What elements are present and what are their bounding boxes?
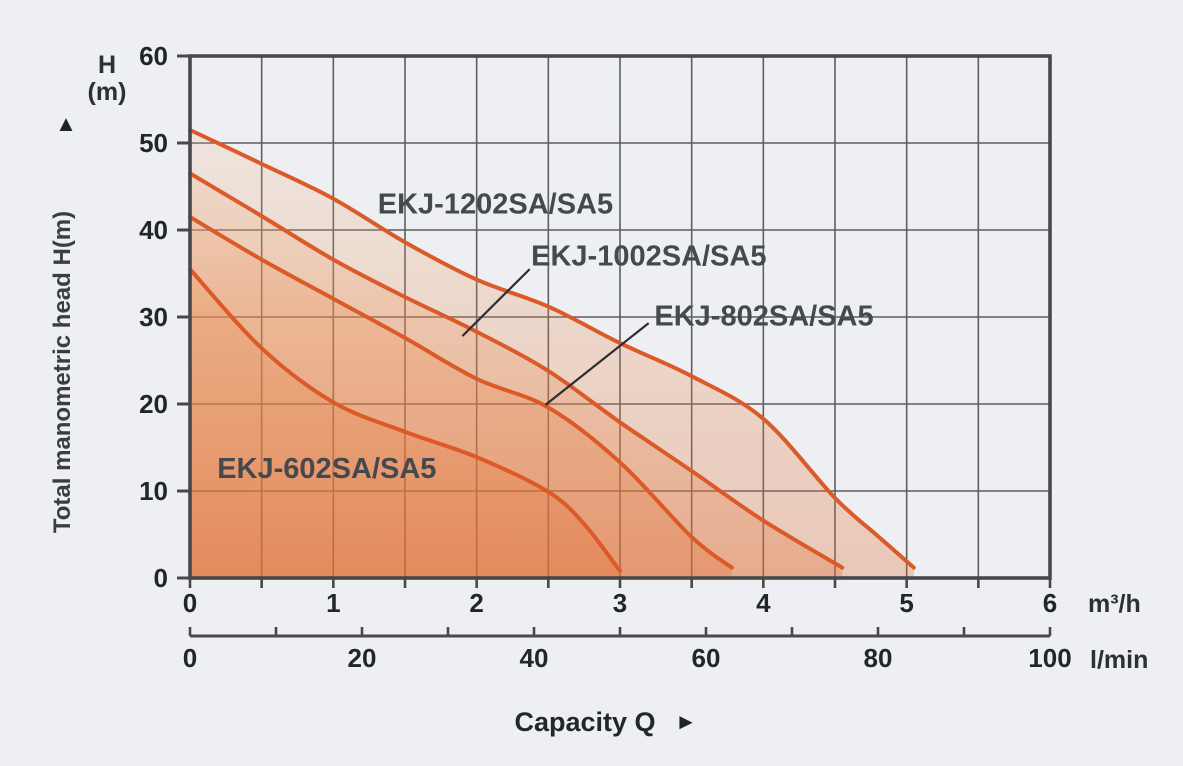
x-axis-primary-tick-label: 1 <box>326 588 340 618</box>
series-area-ekj-602sa-sa5 <box>190 269 620 578</box>
series-label-ekj-1202sa-sa5: EKJ-1202SA/SA5 <box>378 188 613 220</box>
x-axis-secondary-tick-label: 60 <box>692 643 721 673</box>
series-label-ekj-802sa-sa5: EKJ-802SA/SA5 <box>654 301 873 333</box>
x-axis-primary-tick-label: 6 <box>1043 588 1057 618</box>
x-axis-secondary-tick-label: 80 <box>864 643 893 673</box>
y-axis-corner-label-line1: H <box>98 51 116 79</box>
x-axis-primary-tick-label: 0 <box>183 588 197 618</box>
series-curve-ekj-802sa-sa5 <box>188 214 734 570</box>
y-axis-tick-label: 40 <box>139 215 168 245</box>
x-axis-primary-tick-label: 5 <box>899 588 913 618</box>
x-axis-secondary-tick-label: 40 <box>520 643 549 673</box>
y-axis-tick-label: 10 <box>139 476 168 506</box>
x-axis-secondary-tick-label: 100 <box>1028 643 1071 673</box>
x-axis-title: Capacity Q <box>514 707 655 737</box>
y-axis-tick-label: 0 <box>154 563 168 593</box>
x-axis-secondary-tick-label: 0 <box>183 643 197 673</box>
x-axis-primary-unit: m³/h <box>1088 590 1141 618</box>
x-axis-secondary-tick-label: 20 <box>348 643 377 673</box>
y-axis-tick-label: 20 <box>139 389 168 419</box>
series-label-ekj-602sa-sa5: EKJ-602SA/SA5 <box>217 453 436 485</box>
series-label-ekj-1002sa-sa5: EKJ-1002SA/SA5 <box>531 241 766 273</box>
series-curve-ekj-1202sa-sa5 <box>188 128 916 570</box>
arrow-up-icon: ▲ <box>55 111 77 136</box>
y-axis-tick-label: 30 <box>139 302 168 332</box>
x-axis-primary-tick-label: 3 <box>613 588 627 618</box>
y-axis-tick-label: 50 <box>139 128 168 158</box>
x-axis-secondary-unit: l/min <box>1090 646 1148 674</box>
y-axis-title: Total manometric head H(m) <box>49 211 76 533</box>
y-axis-tick-label: 60 <box>139 41 168 71</box>
x-axis-primary-tick-label: 4 <box>756 588 771 618</box>
arrow-right-icon: ► <box>675 709 697 734</box>
x-axis-primary-tick-label: 2 <box>469 588 483 618</box>
series-callout-line <box>544 322 650 406</box>
y-axis-corner-label-line2: (m) <box>88 78 127 106</box>
series-callout-line <box>461 268 531 337</box>
series-curve-ekj-602sa-sa5 <box>188 267 622 573</box>
series-curve-ekj-1002sa-sa5 <box>188 171 845 570</box>
